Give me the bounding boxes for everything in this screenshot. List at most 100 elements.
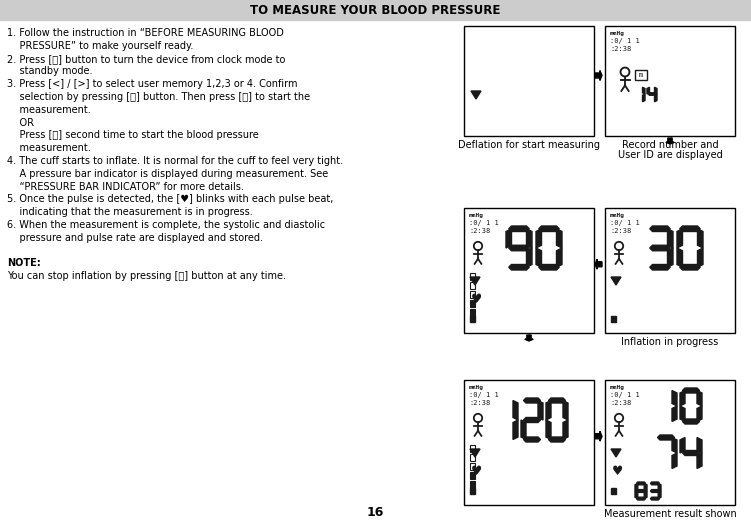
Polygon shape: [672, 391, 677, 406]
Polygon shape: [513, 420, 518, 440]
Text: Measurement result shown: Measurement result shown: [604, 509, 737, 519]
Polygon shape: [636, 490, 646, 492]
Polygon shape: [611, 277, 621, 285]
Polygon shape: [680, 391, 685, 406]
Bar: [470, 291, 475, 298]
Polygon shape: [683, 451, 699, 455]
Text: measurement.: measurement.: [7, 143, 91, 153]
Polygon shape: [635, 491, 638, 499]
Polygon shape: [471, 91, 481, 99]
Text: User ID are displayed: User ID are displayed: [617, 150, 722, 160]
Bar: [470, 463, 475, 470]
Text: indicating that the measurement is in progress.: indicating that the measurement is in pr…: [7, 207, 253, 217]
Polygon shape: [650, 245, 670, 251]
Polygon shape: [697, 406, 702, 421]
Polygon shape: [647, 87, 650, 94]
Text: :2:38: :2:38: [610, 228, 632, 234]
Polygon shape: [595, 259, 602, 269]
Text: standby mode.: standby mode.: [7, 66, 92, 77]
Bar: [470, 445, 475, 452]
Bar: [464, 208, 594, 333]
Polygon shape: [680, 265, 700, 270]
Bar: [470, 309, 475, 316]
Polygon shape: [680, 226, 700, 231]
Polygon shape: [548, 398, 566, 403]
Polygon shape: [650, 497, 659, 500]
Polygon shape: [526, 248, 532, 267]
Polygon shape: [650, 490, 659, 492]
Polygon shape: [672, 406, 677, 421]
Polygon shape: [683, 388, 699, 393]
Text: :2:38: :2:38: [610, 400, 632, 406]
Polygon shape: [538, 226, 559, 231]
Polygon shape: [648, 93, 656, 95]
Text: NOTE:: NOTE:: [7, 258, 41, 268]
Text: Record number and: Record number and: [622, 140, 718, 150]
Polygon shape: [677, 248, 683, 267]
Polygon shape: [697, 453, 702, 468]
Text: m: m: [639, 72, 643, 78]
Polygon shape: [508, 265, 529, 270]
Polygon shape: [644, 491, 647, 499]
Text: mmHg: mmHg: [610, 31, 625, 36]
Bar: [470, 300, 475, 307]
Polygon shape: [655, 87, 657, 94]
Polygon shape: [658, 483, 661, 491]
Text: Inflation in progress: Inflation in progress: [621, 337, 719, 347]
Polygon shape: [508, 245, 529, 251]
Text: 4. The cuff starts to inflate. It is normal for the cuff to feel very tight.: 4. The cuff starts to inflate. It is nor…: [7, 156, 343, 166]
Bar: [470, 282, 475, 289]
Polygon shape: [677, 229, 683, 248]
Polygon shape: [523, 437, 541, 442]
Bar: [635, 70, 647, 80]
Polygon shape: [698, 229, 703, 248]
Bar: [605, 380, 735, 505]
Polygon shape: [470, 277, 480, 285]
Polygon shape: [595, 71, 602, 80]
Text: 1. Follow the instruction in “BEFORE MEASURING BLOOD: 1. Follow the instruction in “BEFORE MEA…: [7, 28, 284, 38]
Polygon shape: [556, 248, 562, 267]
Polygon shape: [644, 483, 647, 491]
Text: OR: OR: [7, 118, 34, 128]
Polygon shape: [650, 226, 670, 231]
Text: :0/ 1 1: :0/ 1 1: [469, 220, 499, 226]
Bar: [0, 0, 751, 20]
Bar: [464, 26, 594, 136]
Text: 2. Press [ⓞ] button to turn the device from clock mode to: 2. Press [ⓞ] button to turn the device f…: [7, 54, 285, 64]
Polygon shape: [636, 497, 646, 500]
Polygon shape: [611, 449, 621, 457]
Text: Deflation for start measuring: Deflation for start measuring: [458, 140, 600, 150]
Text: ♥: ♥: [471, 465, 482, 478]
Bar: [470, 472, 475, 479]
Polygon shape: [668, 229, 673, 248]
Text: selection by pressing [ⓞ] button. Then press [ⓞ] to start the: selection by pressing [ⓞ] button. Then p…: [7, 92, 310, 102]
Polygon shape: [697, 391, 702, 406]
Polygon shape: [636, 482, 646, 485]
Bar: [605, 26, 735, 136]
Text: mmHg: mmHg: [469, 385, 484, 390]
Bar: [611, 488, 616, 494]
Polygon shape: [506, 229, 511, 248]
Text: :2:38: :2:38: [469, 228, 490, 234]
Polygon shape: [672, 453, 677, 468]
Bar: [470, 316, 475, 322]
Polygon shape: [668, 248, 673, 267]
Text: :0/ 1 1: :0/ 1 1: [610, 220, 640, 226]
Polygon shape: [536, 248, 541, 267]
Polygon shape: [523, 417, 541, 423]
Text: mmHg: mmHg: [610, 213, 625, 218]
Bar: [464, 380, 594, 505]
Polygon shape: [556, 229, 562, 248]
Polygon shape: [655, 94, 657, 102]
Text: ♥: ♥: [612, 465, 623, 478]
Text: 5. Once the pulse is detected, the [♥] blinks with each pulse beat,: 5. Once the pulse is detected, the [♥] b…: [7, 194, 333, 204]
Polygon shape: [650, 482, 659, 485]
Bar: [605, 208, 735, 333]
Text: :0/ 1 1: :0/ 1 1: [610, 392, 640, 398]
Bar: [470, 454, 475, 461]
Bar: [470, 488, 475, 494]
Text: You can stop inflation by pressing [ⓞ] button at any time.: You can stop inflation by pressing [ⓞ] b…: [7, 271, 286, 281]
Polygon shape: [525, 335, 533, 341]
Text: A pressure bar indicator is displayed during measurement. See: A pressure bar indicator is displayed du…: [7, 169, 328, 179]
Polygon shape: [595, 431, 602, 441]
